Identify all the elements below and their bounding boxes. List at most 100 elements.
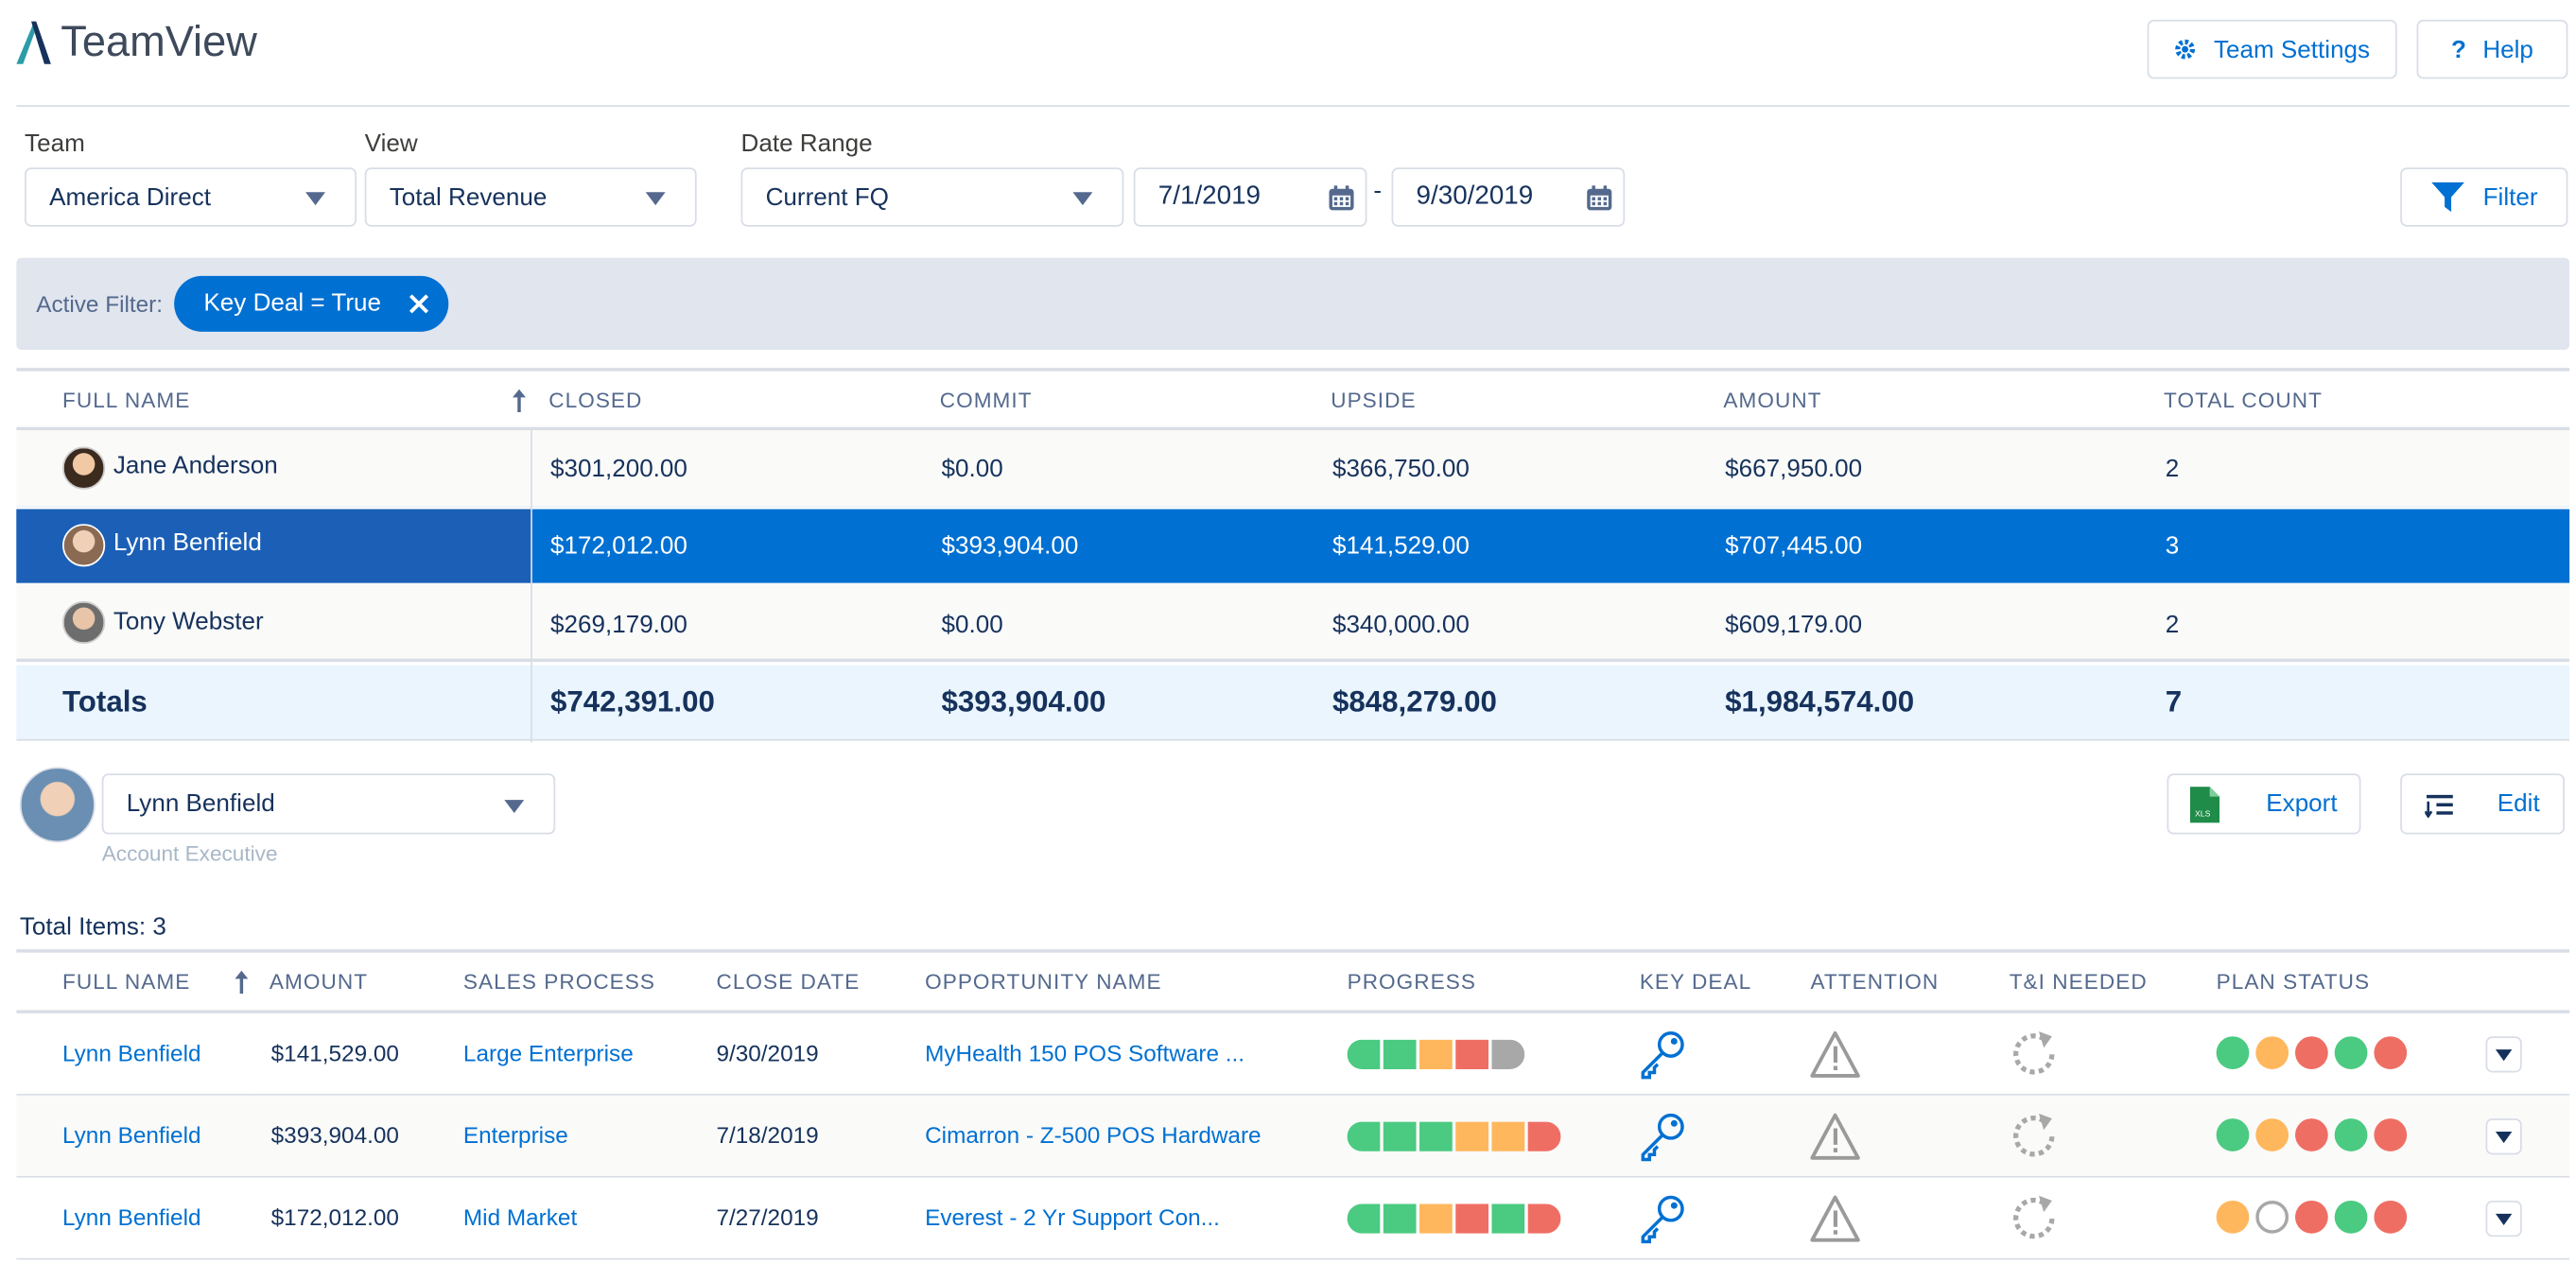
team-settings-label: Team Settings <box>2213 35 2371 63</box>
col-sales-process[interactable]: SALES PROCESS <box>462 969 656 995</box>
user-select[interactable]: Lynn Benfield <box>101 773 556 835</box>
progress-segment <box>1491 1203 1525 1234</box>
plan-status <box>2216 1200 2413 1234</box>
totals-count: 7 <box>2165 684 2183 718</box>
totals-row: Totals $742,391.00 $393,904.00 $848,279.… <box>16 665 2570 741</box>
excel-icon-text: XLS <box>2196 808 2212 818</box>
table-row[interactable]: Jane Anderson $301,200.00 $0.00 $366,750… <box>16 430 2570 508</box>
row-name: Tony Webster <box>113 607 264 636</box>
table-row[interactable]: Lynn Benfield $172,012.00 Mid Market 7/27/2… <box>16 1177 2570 1260</box>
row-actions-dropdown[interactable] <box>2485 1200 2522 1238</box>
plan-status <box>2216 1118 2413 1151</box>
team-select[interactable]: America Direct <box>25 167 357 227</box>
col-opportunity-name[interactable]: OPPORTUNITY NAME <box>925 969 1162 995</box>
col-progress[interactable]: PROGRESS <box>1347 969 1476 995</box>
row-upside: $366,750.00 <box>1332 455 1470 483</box>
filter-button[interactable]: Filter <box>2400 167 2568 227</box>
row-name: Lynn Benfield <box>113 528 262 557</box>
avatar <box>19 767 96 843</box>
table-row[interactable]: Lynn Benfield $393,904.00 Enterprise 7/18/2… <box>16 1095 2570 1178</box>
help-button[interactable]: ? Help <box>2416 19 2568 79</box>
row-name: Jane Anderson <box>113 451 278 480</box>
col-upside[interactable]: UPSIDE <box>1331 388 1417 413</box>
name-column-divider <box>531 430 532 743</box>
plan-status-dot <box>2295 1118 2328 1151</box>
col-total-count[interactable]: TOTAL COUNT <box>2164 388 2323 413</box>
plan-status-dot <box>2255 1036 2289 1069</box>
row-full-name-link[interactable]: Lynn Benfield <box>62 1121 201 1149</box>
key-icon[interactable] <box>1636 1192 1689 1245</box>
col-close-date[interactable]: CLOSE DATE <box>716 969 861 995</box>
col-plan-status[interactable]: PLAN STATUS <box>2216 969 2371 995</box>
row-sales-process-link[interactable]: Large Enterprise <box>462 1039 634 1066</box>
progress-segment <box>1455 1121 1488 1151</box>
row-full-name-link[interactable]: Lynn Benfield <box>62 1203 201 1231</box>
row-closed: $172,012.00 <box>549 531 688 561</box>
progress-segment <box>1527 1203 1561 1234</box>
export-label: Export <box>2266 789 2338 819</box>
progress-segment <box>1527 1121 1561 1151</box>
help-icon: ? <box>2451 35 2466 63</box>
key-icon[interactable] <box>1636 1029 1689 1082</box>
col-closed[interactable]: CLOSED <box>548 388 643 413</box>
view-select[interactable]: Total Revenue <box>364 167 697 227</box>
start-date-value: 7/1/2019 <box>1157 182 1261 211</box>
team-settings-button[interactable]: Team Settings <box>2147 19 2397 79</box>
plan-status-dot <box>2216 1036 2250 1069</box>
logo-icon <box>16 21 51 64</box>
plan-status-dot <box>2255 1118 2289 1151</box>
row-full-name-link[interactable]: Lynn Benfield <box>62 1039 201 1066</box>
col-key-deal[interactable]: KEY DEAL <box>1639 969 1752 995</box>
key-icon[interactable] <box>1636 1110 1689 1163</box>
progress-segment <box>1347 1203 1381 1234</box>
row-commit: $0.00 <box>941 455 1003 483</box>
detail-table: FULL NAME AMOUNT SALES PROCESS CLOSE DAT… <box>16 949 2570 1261</box>
table-row[interactable]: Tony Webster $269,179.00 $0.00 $340,000.… <box>16 582 2570 663</box>
sort-arrow-icon[interactable] <box>234 970 250 995</box>
row-opportunity-link[interactable]: MyHealth 150 POS Software ... <box>925 1039 1245 1066</box>
edit-button[interactable]: Edit <box>2400 773 2565 835</box>
col-amount[interactable]: AMOUNT <box>1723 388 1822 413</box>
calendar-icon[interactable] <box>1328 184 1356 213</box>
date-range-label: Date Range <box>740 130 873 158</box>
col-ti-needed[interactable]: T&I NEEDED <box>2009 969 2148 995</box>
start-date-input[interactable]: 7/1/2019 <box>1133 167 1367 227</box>
row-closed: $269,179.00 <box>549 611 688 639</box>
col-amount[interactable]: AMOUNT <box>269 969 369 995</box>
sort-arrow-icon[interactable] <box>511 389 527 413</box>
row-sales-process-link[interactable]: Enterprise <box>462 1121 568 1149</box>
totals-label: Totals <box>62 684 148 718</box>
row-actions-dropdown[interactable] <box>2485 1036 2522 1073</box>
row-count: 2 <box>2165 611 2180 639</box>
close-icon[interactable] <box>409 294 429 314</box>
end-date-input[interactable]: 9/30/2019 <box>1391 167 1626 227</box>
row-count: 2 <box>2165 455 2180 483</box>
col-attention[interactable]: ATTENTION <box>1810 969 1940 995</box>
row-amount: $609,179.00 <box>1725 611 1863 639</box>
date-range-select[interactable]: Current FQ <box>740 167 1124 227</box>
view-label: View <box>364 130 418 158</box>
excel-icon: XLS <box>2190 786 2220 822</box>
plan-status-dot <box>2216 1200 2250 1234</box>
plan-status-dot <box>2295 1200 2328 1234</box>
col-full-name[interactable]: FULL NAME <box>62 969 191 995</box>
progress-bar <box>1347 1121 1561 1151</box>
row-sales-process-link[interactable]: Mid Market <box>462 1203 578 1231</box>
plan-status-dot <box>2216 1118 2250 1151</box>
col-full-name[interactable]: FULL NAME <box>62 388 191 413</box>
table-row[interactable]: Lynn Benfield $141,529.00 Large Enterprise… <box>16 1013 2570 1096</box>
row-upside: $141,529.00 <box>1332 531 1470 561</box>
progress-segment <box>1491 1039 1525 1069</box>
filter-label: Filter <box>2482 182 2538 212</box>
export-button[interactable]: XLS Export <box>2167 773 2361 835</box>
caret-down-icon <box>645 192 666 206</box>
table-row-selected[interactable]: Lynn Benfield $172,012.00 $393,904.00 $1… <box>16 509 2570 583</box>
col-commit[interactable]: COMMIT <box>939 388 1033 413</box>
plan-status-dot <box>2374 1200 2408 1234</box>
calendar-icon[interactable] <box>1585 184 1613 213</box>
row-actions-dropdown[interactable] <box>2485 1118 2522 1155</box>
row-opportunity-link[interactable]: Cimarron - Z-500 POS Hardware <box>925 1121 1262 1149</box>
user-role: Account Executive <box>101 840 278 866</box>
row-opportunity-link[interactable]: Everest - 2 Yr Support Con... <box>925 1203 1220 1231</box>
filter-pill[interactable]: Key Deal = True <box>174 275 449 332</box>
